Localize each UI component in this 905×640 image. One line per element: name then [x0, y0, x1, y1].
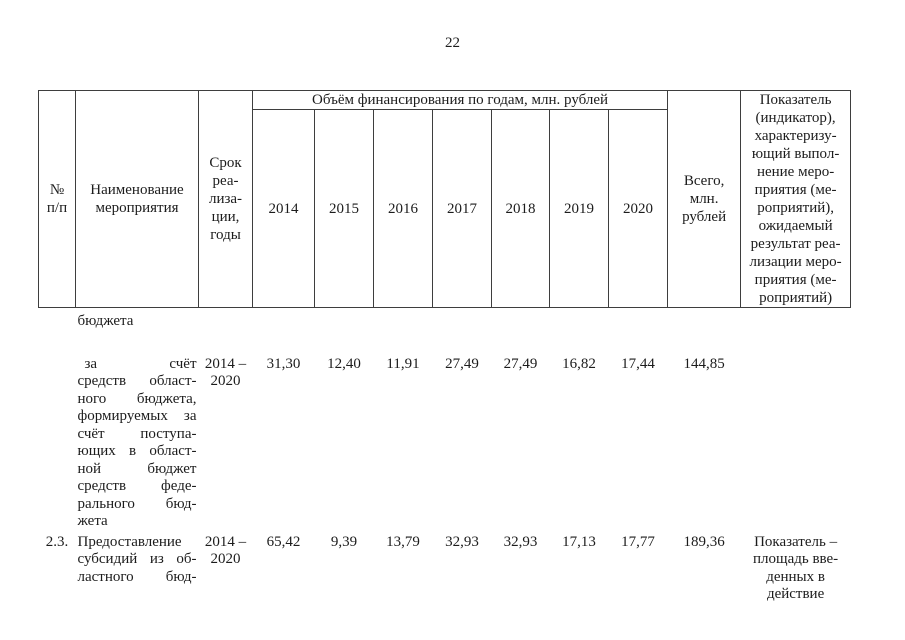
value-cell-2016: 11,91 [386, 355, 420, 372]
value-cell-2018: 27,49 [503, 355, 538, 372]
year-header-2020: 2020 [607, 109, 669, 308]
value-cell-2019 [550, 308, 609, 353]
measure-name-cell: бюджета [77, 313, 134, 329]
measure-name-cell: Предоставление субсидий из об- ластного … [77, 533, 197, 585]
value-cell-2014: 65,42 [266, 533, 301, 550]
measure-name-cell: за счёт средств област- ного бюджета, фо… [77, 355, 197, 530]
financing-table: № п/п Наименование мероприятия Срок реа-… [38, 89, 852, 640]
header-cell-term: Срок реа- лиза- ции, годы [198, 90, 253, 308]
value-cell-2016 [374, 308, 433, 353]
term-cell [199, 308, 253, 353]
table-row-regional-funds: за счёт средств област- ного бюджета, фо… [39, 353, 851, 531]
value-cell-2017: 27,49 [445, 355, 479, 372]
value-cell-2014 [253, 308, 315, 353]
row-number-cell [39, 308, 76, 353]
value-cell-2020 [609, 308, 668, 353]
year-header-2017: 2017 [432, 109, 492, 308]
header-cell-financing: Объём финансирования по годам, млн. рубл… [251, 89, 669, 111]
year-header-2018: 2018 [491, 109, 550, 308]
value-cell-2019: 17,13 [562, 533, 596, 550]
indicator-cell [741, 308, 851, 353]
value-cell-2015 [315, 308, 374, 353]
row-number-cell [39, 353, 76, 531]
total-cell: 144,85 [683, 355, 725, 372]
term-cell: 2014 – 2020 [204, 355, 247, 390]
indicator-cell [741, 353, 851, 531]
term-cell: 2014 – 2020 [204, 533, 247, 568]
value-cell-2020: 17,77 [621, 533, 655, 550]
total-cell [668, 308, 741, 353]
value-cell-2015: 9,39 [330, 533, 358, 550]
header-cell-total: Всего, млн. рублей [667, 90, 742, 308]
value-cell-2016: 13,79 [386, 533, 420, 550]
header-cell-name: Наименование мероприятия [75, 90, 199, 308]
value-cell-2019: 16,82 [562, 355, 596, 372]
page-number: 22 [445, 35, 460, 51]
row-number-cell: 2.3. [45, 533, 69, 550]
total-cell: 189,36 [683, 533, 725, 550]
table-row-continuation: бюджета [39, 308, 851, 353]
value-cell-2018: 32,93 [503, 533, 538, 550]
table-header: № п/п Наименование мероприятия Срок реа-… [38, 89, 852, 308]
header-row-years: 2014 2015 2016 2017 2018 2019 2020 [39, 109, 851, 308]
year-header-2014: 2014 [252, 109, 315, 308]
header-cell-indicator: Показатель (индикатор), характеризу- ющи… [740, 90, 852, 308]
year-header-2019: 2019 [549, 109, 609, 308]
header-cell-number: № п/п [38, 90, 76, 308]
value-cell-2018 [492, 308, 550, 353]
value-cell-2015: 12,40 [327, 355, 361, 372]
value-cell-2017 [433, 308, 492, 353]
indicator-cell: Показатель – площадь вве- денных в дейст… [753, 533, 839, 603]
value-cell-2017: 32,93 [445, 533, 479, 550]
table-body: бюджета за счёт средств област- ного бюд… [39, 308, 851, 640]
year-header-2016: 2016 [373, 109, 433, 308]
year-header-2015: 2015 [314, 109, 374, 308]
table-row-2-3: 2.3. Предоставление субсидий из об- ласт… [39, 531, 851, 640]
header-row-top: № п/п Наименование мероприятия Срок реа-… [38, 89, 852, 308]
value-cell-2014: 31,30 [266, 355, 301, 372]
value-cell-2020: 17,44 [621, 355, 655, 372]
